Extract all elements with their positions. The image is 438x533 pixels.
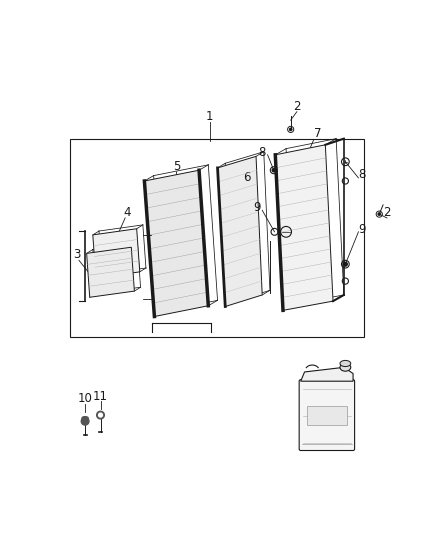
Circle shape [378, 213, 380, 215]
Polygon shape [145, 170, 208, 317]
Text: 9: 9 [359, 223, 366, 236]
Text: 9: 9 [253, 201, 261, 214]
Circle shape [81, 417, 89, 425]
Text: 10: 10 [78, 392, 92, 406]
FancyBboxPatch shape [299, 379, 355, 450]
Text: 7: 7 [314, 127, 321, 140]
Text: 2: 2 [293, 100, 300, 113]
Text: 4: 4 [123, 206, 131, 219]
Circle shape [97, 411, 104, 419]
Ellipse shape [340, 360, 351, 367]
Polygon shape [87, 247, 134, 297]
Polygon shape [93, 229, 140, 278]
Circle shape [290, 128, 292, 131]
Text: 6: 6 [243, 172, 251, 184]
Text: 12: 12 [321, 369, 337, 382]
Bar [70, 140, 364, 337]
Circle shape [99, 413, 102, 417]
Text: 3: 3 [73, 248, 80, 261]
Text: 2: 2 [383, 206, 391, 219]
Polygon shape [301, 367, 353, 381]
Text: 1: 1 [206, 110, 214, 123]
Polygon shape [276, 145, 333, 310]
Ellipse shape [82, 417, 88, 419]
Bar [307, 406, 347, 425]
Circle shape [272, 168, 276, 172]
Text: 8: 8 [359, 167, 366, 181]
Ellipse shape [340, 364, 351, 371]
Text: 8: 8 [258, 146, 266, 159]
Circle shape [343, 262, 347, 266]
Polygon shape [218, 156, 262, 306]
Text: 11: 11 [93, 390, 108, 403]
Text: 5: 5 [173, 160, 180, 173]
